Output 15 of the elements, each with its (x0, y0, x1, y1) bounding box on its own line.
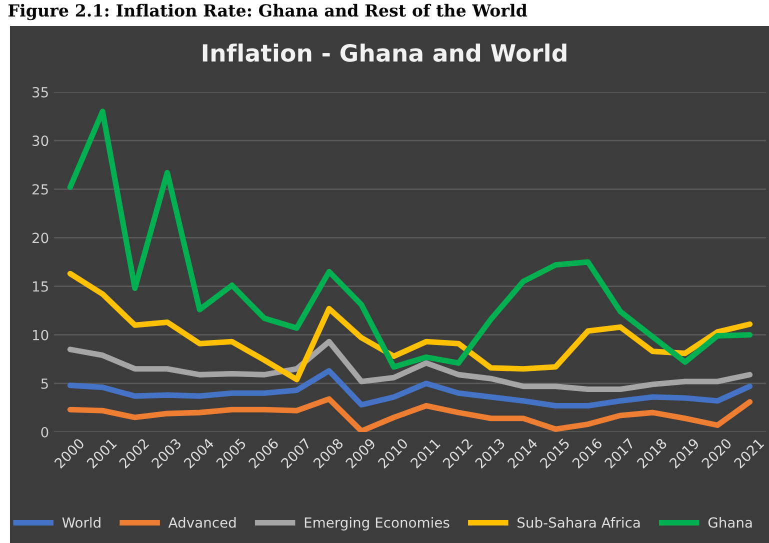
y-tick-label: 30 (32, 136, 48, 146)
legend-label: Ghana (708, 517, 752, 528)
y-tick-label: 10 (32, 330, 48, 340)
legend-label: Emerging Economies (304, 517, 450, 530)
legend-label: Advanced (168, 517, 236, 528)
y-tick-label: 35 (32, 86, 48, 98)
legend-label: World (62, 517, 100, 528)
y-tick-label: 0 (41, 426, 48, 438)
y-tick-label: 5 (41, 378, 48, 389)
chart-title: Inflation - Ghana and World (202, 44, 566, 62)
chart-subtitle: Figure 2.1: Inflation Rate: Ghana and Rest of the World (8, 4, 528, 20)
legend-label: Sub-Sahara Africa (518, 517, 640, 528)
y-tick-label: 25 (32, 184, 48, 195)
y-tick-label: 20 (32, 232, 48, 244)
y-tick-label: 15 (32, 281, 48, 292)
